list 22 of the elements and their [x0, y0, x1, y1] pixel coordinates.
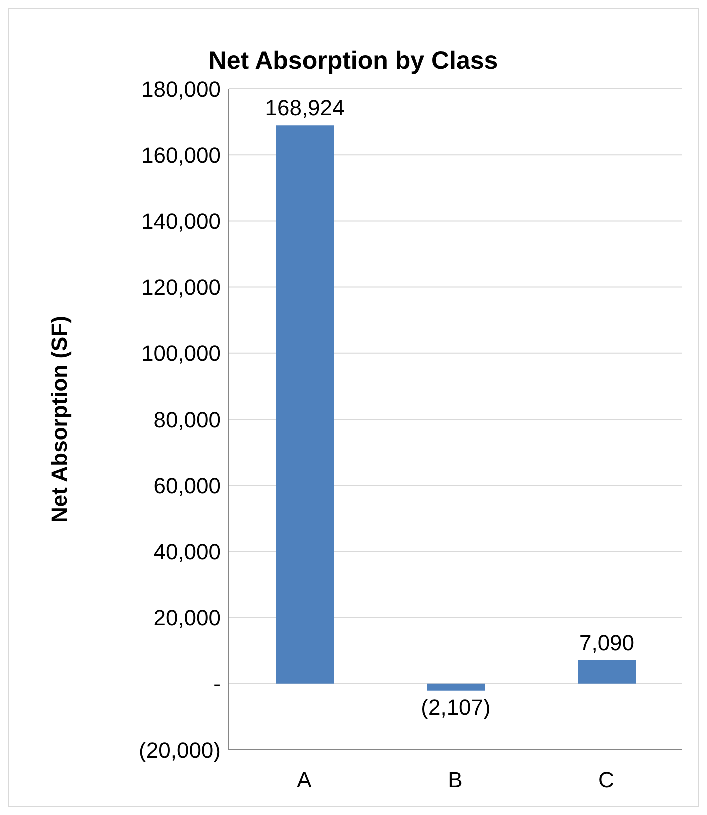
- y-tick-label: -: [214, 672, 221, 697]
- y-tick-label: 20,000: [154, 606, 221, 631]
- chart-title: Net Absorption by Class: [208, 47, 500, 77]
- y-tick-label: (20,000): [139, 738, 221, 763]
- x-tick-label: B: [448, 768, 463, 793]
- data-label: (2,107): [421, 694, 491, 720]
- x-tick-label: C: [598, 768, 615, 793]
- y-tick-label: 120,000: [141, 275, 221, 300]
- bar: [578, 660, 636, 684]
- y-axis-title: Net Absorption (SF): [46, 316, 72, 523]
- data-label: 168,924: [265, 96, 345, 121]
- y-tick-label: 160,000: [141, 142, 221, 168]
- x-tick-label: A: [297, 768, 312, 793]
- y-tick-label: 180,000: [141, 76, 221, 102]
- y-tick-label: 100,000: [141, 341, 221, 366]
- y-tick-label: 60,000: [154, 473, 221, 498]
- y-tick-label: 40,000: [154, 540, 221, 565]
- data-label: 7,090: [579, 630, 635, 656]
- y-tick-label: 140,000: [141, 209, 221, 234]
- bar: [427, 684, 485, 691]
- bar: [276, 126, 334, 684]
- y-tick-label: 80,000: [154, 407, 221, 432]
